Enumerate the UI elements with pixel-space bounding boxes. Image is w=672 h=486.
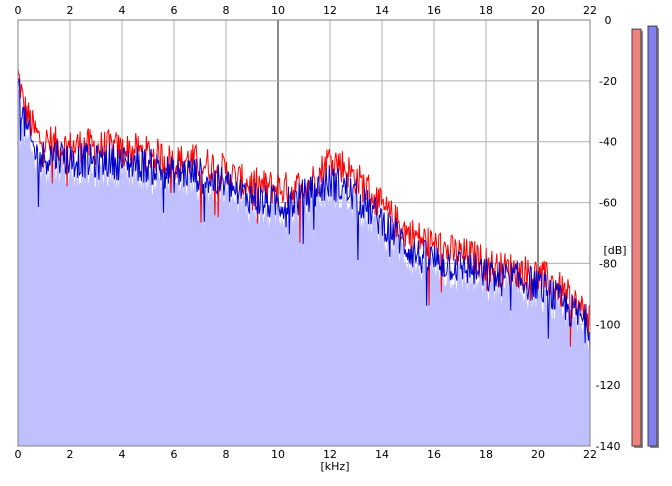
level-meters [631, 25, 659, 448]
x-tick-label-bottom: 2 [67, 448, 74, 461]
x-tick-label-bottom: 16 [427, 448, 441, 461]
y-tick-label: -120 [596, 379, 621, 392]
y-tick-label: -140 [596, 440, 621, 453]
x-tick-label-bottom: 22 [583, 448, 597, 461]
y-tick-label: -100 [596, 318, 621, 331]
y-axis-ticks: 0 -20 -40 -60 -80 -100 -120 -140 [596, 14, 621, 453]
x-tick-label-top: 2 [67, 4, 74, 17]
x-tick-label-top: 14 [375, 4, 389, 17]
series-lines [17, 69, 591, 350]
level-meter-left [631, 28, 642, 447]
level-meter-right [647, 25, 658, 447]
series-line-blue [17, 78, 591, 350]
x-tick-label-top: 12 [323, 4, 337, 17]
spectrum-fill-area [18, 88, 590, 446]
x-tick-label-bottom: 14 [375, 448, 389, 461]
y-tick-label: 0 [605, 14, 612, 27]
x-axis-label: [kHz] [321, 460, 350, 473]
spectrum-area [18, 88, 590, 446]
x-tick-label-bottom: 10 [271, 448, 285, 461]
x-axis-top-ticks: 0 2 4 6 8 10 12 14 16 18 20 22 [15, 4, 598, 17]
x-axis-bottom-ticks: 0 2 4 6 8 10 12 14 16 18 20 22 [15, 448, 598, 461]
y-tick-label: -80 [599, 257, 617, 270]
x-tick-label-bottom: 0 [15, 448, 22, 461]
x-tick-label-bottom: 12 [323, 448, 337, 461]
x-tick-label-top: 22 [583, 4, 597, 17]
x-tick-label-top: 6 [171, 4, 178, 17]
x-tick-label-top: 20 [531, 4, 545, 17]
x-tick-label-top: 10 [271, 4, 285, 17]
x-tick-label-top: 0 [15, 4, 22, 17]
x-tick-label-bottom: 4 [119, 448, 126, 461]
y-tick-label: -40 [599, 136, 617, 149]
y-tick-label: -20 [599, 75, 617, 88]
y-tick-label: -60 [599, 197, 617, 210]
x-tick-label-top: 4 [119, 4, 126, 17]
x-tick-label-bottom: 8 [223, 448, 230, 461]
x-tick-label-bottom: 20 [531, 448, 545, 461]
x-tick-label-bottom: 6 [171, 448, 178, 461]
x-tick-label-top: 8 [223, 4, 230, 17]
x-tick-label-top: 16 [427, 4, 441, 17]
y-axis-label: [dB] [603, 244, 626, 257]
x-tick-label-top: 18 [479, 4, 493, 17]
plot-frame [17, 19, 591, 447]
x-tick-label-bottom: 18 [479, 448, 493, 461]
plot-border [17, 19, 591, 447]
